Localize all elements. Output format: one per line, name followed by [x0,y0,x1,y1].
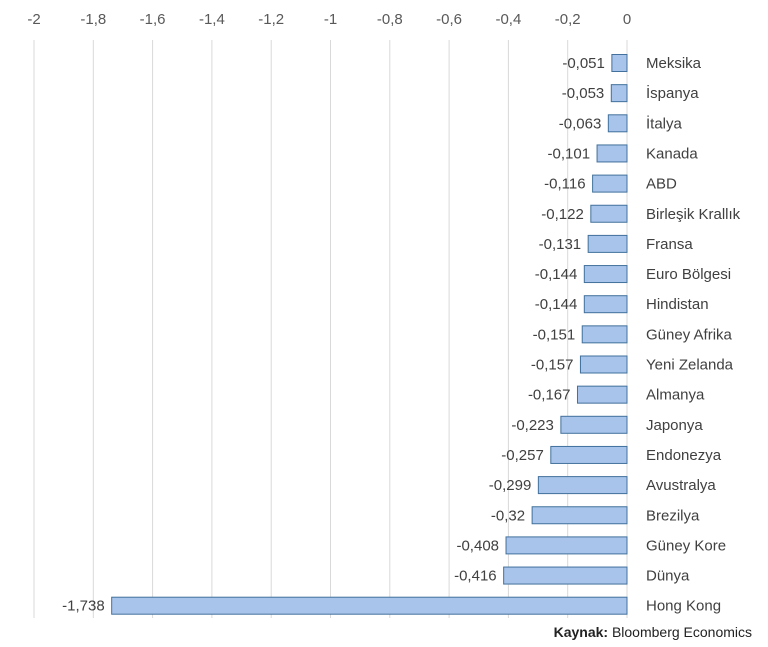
data-label: -0,101 [548,145,591,162]
category-label: ABD [646,176,677,193]
x-tick-label: -0,2 [555,11,581,28]
category-label: Birleşik Krallık [646,206,741,223]
data-label: -0,122 [541,206,584,223]
data-label: -0,053 [562,85,605,102]
x-tick-label: -0,8 [377,11,403,28]
data-label: -0,051 [562,55,605,72]
bar [596,144,628,163]
category-label: Güney Kore [646,537,726,554]
category-label: Endonezya [646,447,722,464]
x-tick-label: -1,4 [199,11,225,28]
bar [592,174,628,193]
bar [607,114,628,133]
source-note: Kaynak: Bloomberg Economics [554,624,752,640]
bar [531,506,628,525]
bar [581,325,628,344]
category-label: Hong Kong [646,598,721,615]
bar [560,415,628,434]
x-tick-label: -1 [324,11,337,28]
data-label: -0,408 [456,537,499,554]
category-label: Euro Bölgesi [646,266,731,283]
category-label: Meksika [646,55,702,72]
data-label: -0,223 [511,417,554,434]
data-label: -0,167 [528,387,571,404]
bar [583,265,628,284]
source-text: Bloomberg Economics [611,624,752,640]
x-tick-label: -0,6 [436,11,462,28]
category-label: İspanya [646,84,699,102]
x-tick-label: -1,6 [140,11,166,28]
data-label: -0,32 [491,507,525,524]
category-label: Fransa [646,236,693,253]
bar [587,234,628,253]
category-label: Güney Afrika [646,326,733,343]
bar [610,84,628,103]
data-label: -0,144 [535,296,578,313]
category-label: İtalya [646,114,683,132]
bar [576,385,628,404]
x-tick-label: -2 [27,11,40,28]
data-label: -0,116 [544,176,585,193]
category-label: Japonya [646,417,703,434]
bar [550,445,628,464]
bar [111,596,628,615]
category-label: Avustralya [646,477,716,494]
data-label: -0,299 [489,477,532,494]
bar [579,355,628,374]
bar [583,295,628,314]
bar [503,566,628,585]
x-tick-label: -0,4 [495,11,521,28]
data-label: -0,144 [535,266,578,283]
data-label: -0,151 [533,326,576,343]
category-label: Dünya [646,568,690,585]
x-tick-label: -1,2 [258,11,284,28]
category-label: Yeni Zelanda [646,357,734,374]
bar [537,476,628,495]
data-label: -0,416 [454,568,497,585]
data-label: -1,738 [62,598,105,615]
bar [505,536,628,555]
x-tick-label: 0 [623,11,631,28]
category-label: Kanada [646,145,698,162]
data-label: -0,063 [559,115,602,132]
source-label: Kaynak: [553,624,609,640]
bar [611,54,628,72]
bar [590,204,628,223]
category-label: Hindistan [646,296,709,313]
category-label: Brezilya [646,507,700,524]
data-label: -0,131 [539,236,582,253]
data-label: -0,257 [501,447,544,464]
category-label: Almanya [646,387,705,404]
data-label: -0,157 [531,357,574,374]
x-tick-label: -1,8 [80,11,106,28]
